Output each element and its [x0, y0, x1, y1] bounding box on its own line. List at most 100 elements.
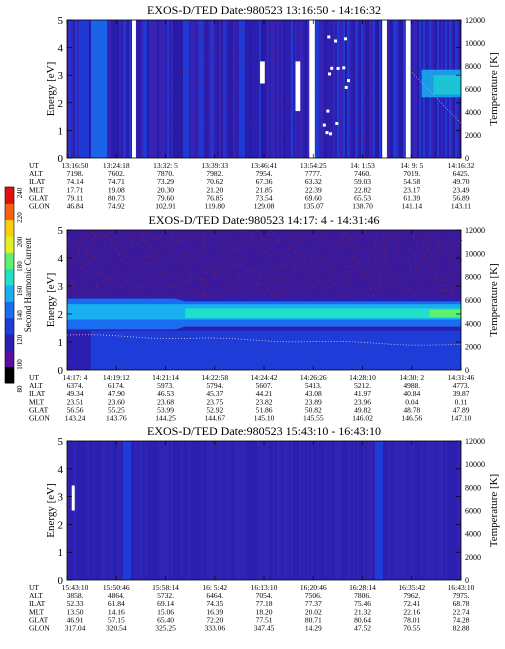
- spectrogram-column: [171, 20, 173, 158]
- spectrogram-speck: [195, 249, 197, 251]
- spectrogram-speck: [377, 266, 380, 268]
- orbit-table-cell: 21.85: [256, 185, 273, 194]
- colorbar-segment: [5, 350, 14, 368]
- spectrogram-speck: [177, 276, 179, 278]
- spectrogram-column: [195, 20, 197, 158]
- spectrogram-speck: [416, 283, 418, 286]
- spectrogram-speck: [240, 92, 242, 94]
- spectrogram-column: [285, 20, 287, 158]
- orbit-table-cell: 41.97: [354, 389, 371, 398]
- spectrogram-column: [83, 20, 85, 158]
- spectrogram-speck: [236, 32, 238, 34]
- orbit-table-cell: 55.25: [108, 405, 125, 414]
- spectrogram-speck: [437, 247, 439, 249]
- orbit-table-cell: 79.60: [157, 193, 174, 202]
- spectrogram-speck: [239, 106, 241, 108]
- spectrogram-speck: [119, 259, 122, 261]
- spectrogram-speck: [109, 295, 112, 297]
- spectrogram-speck: [280, 85, 283, 87]
- spectrogram-speck: [168, 36, 170, 38]
- spectrogram-speck: [332, 272, 334, 275]
- spectrogram-speck: [338, 135, 340, 137]
- spectrogram-speck: [315, 285, 317, 287]
- spectrogram-speck: [165, 292, 167, 294]
- orbit-table-cell: 13:16:50: [62, 161, 89, 170]
- spectrogram-speck: [318, 21, 320, 23]
- spectrogram-speck: [347, 234, 349, 236]
- spectrogram-speck: [292, 262, 294, 264]
- orbit-table-cell: 145.10: [254, 414, 275, 423]
- spectrogram-speck: [217, 79, 219, 82]
- spectrogram-speck: [224, 132, 226, 134]
- spectrogram-speck: [99, 233, 101, 236]
- orbit-table-cell: 7506.: [305, 591, 322, 600]
- spectrogram-column: [173, 20, 175, 158]
- spectrogram-speck: [334, 134, 336, 137]
- spectrogram-speck: [437, 240, 439, 243]
- orbit-table-cell: 14.29: [305, 624, 322, 633]
- spectrogram-speck: [201, 267, 203, 269]
- spectrogram-column: [411, 441, 413, 580]
- spectrogram-speck: [210, 240, 212, 243]
- orbit-table-cell: 69.14: [157, 599, 174, 608]
- spectrogram-speck: [320, 293, 323, 295]
- orbit-table-cell: 141.14: [401, 202, 422, 211]
- spectrogram-speck: [196, 231, 198, 233]
- orbit-table-cell: 52.33: [67, 599, 84, 608]
- spectrogram-speck: [373, 232, 375, 235]
- spectrogram-speck: [360, 268, 362, 270]
- spectrogram-speck: [235, 277, 237, 280]
- spectrogram-speck: [164, 260, 166, 262]
- spectrogram-speck: [204, 62, 206, 64]
- spectrogram-speck: [88, 262, 90, 264]
- spectrogram-column: [387, 20, 389, 158]
- orbit-table-cell: 143.24: [65, 414, 86, 423]
- orbit-row-label: GLON: [29, 202, 50, 211]
- spectrogram-speck: [80, 261, 82, 264]
- spectrogram-column: [395, 20, 397, 158]
- spectrogram-column: [417, 441, 419, 580]
- orbit-row-label: ALT: [29, 169, 43, 178]
- spectrogram-column: [121, 20, 123, 158]
- spectrogram-column: [141, 20, 143, 158]
- spectrogram-column: [137, 441, 139, 580]
- spectrogram-speck: [299, 118, 301, 120]
- spectrogram-speck: [219, 69, 222, 72]
- orbit-table-cell: 23.17: [403, 185, 420, 194]
- spectrogram-column: [217, 20, 219, 158]
- spectrogram-speck: [240, 264, 242, 267]
- spectrogram-column: [67, 441, 69, 580]
- spectrogram-speck: [289, 240, 291, 242]
- spectrogram-speck: [128, 268, 130, 270]
- spectrogram-column: [155, 20, 157, 158]
- spectrogram-column: [149, 20, 151, 158]
- spectrogram-speck: [361, 139, 363, 142]
- spectrogram-speck: [160, 271, 162, 273]
- spectrogram-speck: [201, 54, 203, 56]
- spectrogram-speck: [117, 237, 120, 239]
- spectrogram-column: [285, 441, 287, 580]
- spectrogram-speck: [115, 274, 118, 277]
- orbit-table-cell: 14:30: 2: [399, 373, 424, 382]
- spectrogram-speck: [400, 238, 402, 241]
- spectrogram-column: [119, 20, 121, 158]
- spectrogram-speck: [206, 265, 208, 268]
- spectrogram-speck: [125, 257, 127, 259]
- spectrogram-speck: [202, 264, 205, 266]
- spectrogram-column: [127, 441, 129, 580]
- spectrogram-speck: [272, 281, 274, 284]
- spectrogram-column: [179, 20, 181, 158]
- spectrogram-speck: [227, 20, 229, 22]
- spectrogram-speck: [109, 279, 112, 281]
- spectrogram-speck: [99, 291, 101, 293]
- orbit-table-cell: 46.84: [67, 202, 84, 211]
- temperature-trace: [405, 65, 462, 124]
- spectrogram-column: [233, 441, 235, 580]
- spectrogram-speck: [190, 78, 192, 80]
- spectrogram-speck: [252, 235, 255, 237]
- spectrogram-column: [369, 20, 371, 158]
- spectrogram-speck: [263, 239, 265, 242]
- spectrogram-speck: [297, 237, 300, 240]
- spectrogram-speck: [352, 255, 354, 258]
- spectrogram-speck: [216, 116, 219, 118]
